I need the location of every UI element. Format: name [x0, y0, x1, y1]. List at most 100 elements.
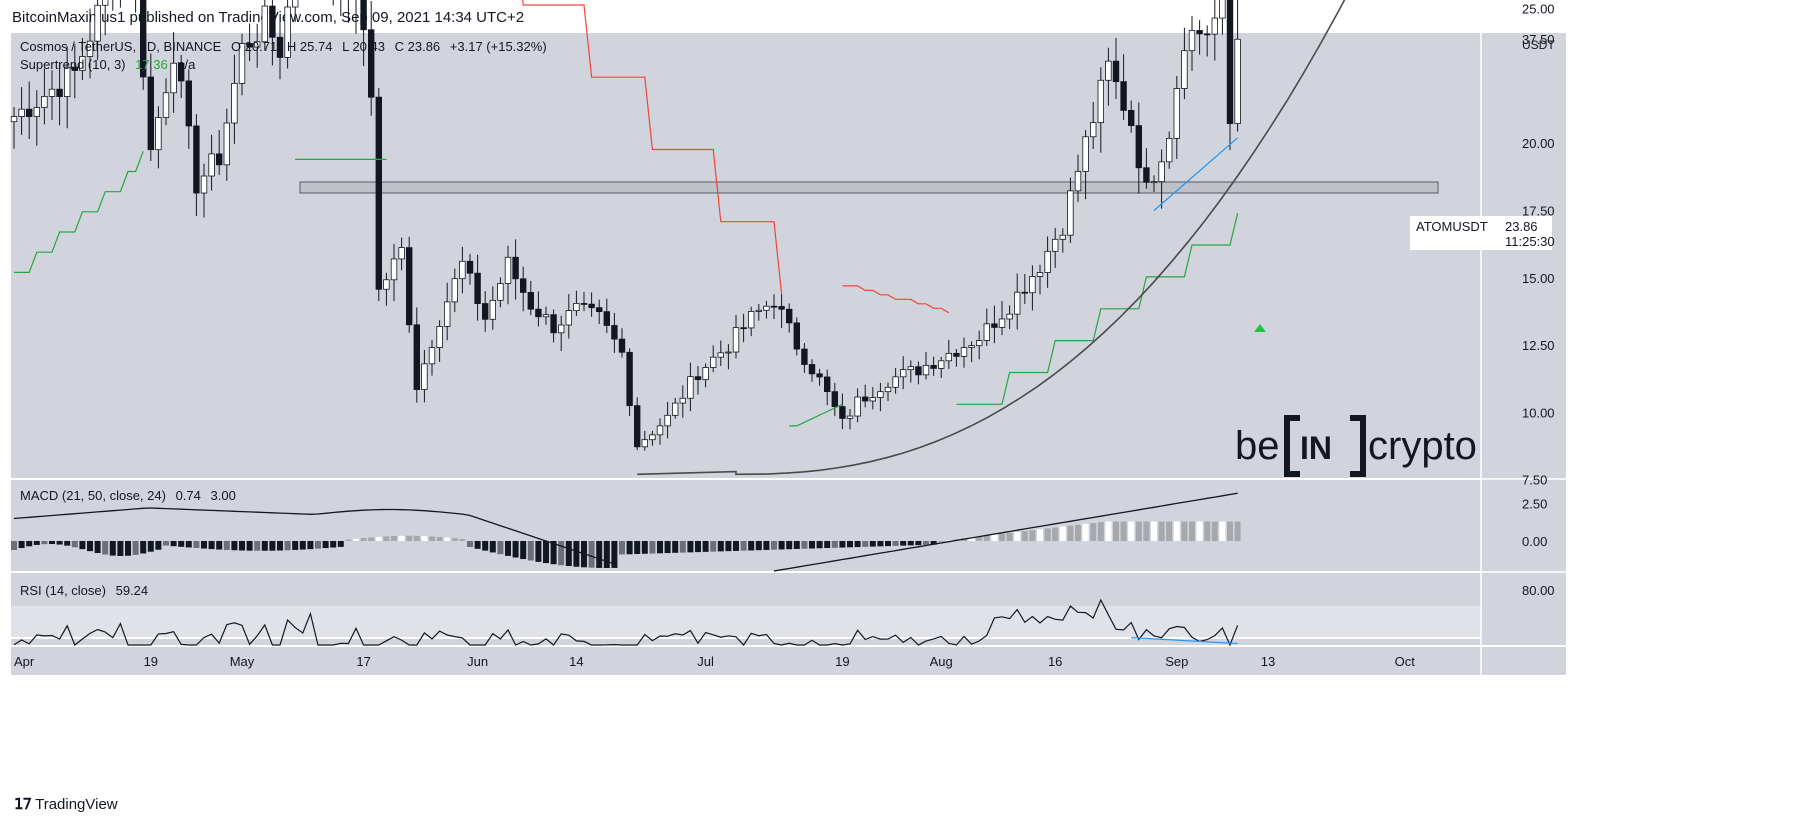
candle	[1021, 291, 1028, 294]
rsi-line[interactable]	[13, 598, 1239, 647]
candle	[565, 310, 572, 326]
supertrend-segment	[14, 151, 144, 273]
footer: 𝟣𝟩 TradingView	[14, 795, 118, 814]
legend-high-label: H	[287, 39, 296, 54]
candle	[436, 325, 443, 349]
macd-histogram-bar	[353, 538, 359, 541]
rsi-value: 59.24	[116, 583, 149, 598]
resistance-zone[interactable]	[299, 181, 1439, 194]
candle	[56, 88, 63, 97]
macd-histogram-bar	[892, 541, 899, 546]
macd-histogram-bar	[1181, 521, 1188, 541]
macd-histogram-bar	[163, 541, 169, 546]
macd-histogram-bar	[398, 535, 405, 541]
candle	[215, 153, 223, 166]
macd-histogram-bar	[1029, 530, 1036, 541]
candle	[976, 340, 983, 347]
macd-histogram-bar	[1006, 532, 1013, 541]
macd-histogram-bar	[368, 537, 375, 541]
price-axis-tick: 20.00	[1522, 136, 1555, 151]
price-axis-bg[interactable]	[1481, 33, 1566, 645]
macd-histogram-bar	[41, 541, 48, 545]
macd-histogram-bar	[1158, 521, 1165, 541]
candle	[155, 117, 162, 151]
macd-histogram-bar	[740, 541, 747, 551]
candle	[94, 4, 101, 42]
macd-line	[13, 507, 615, 565]
ascending-support-line[interactable]	[1153, 137, 1238, 211]
price-axis-tick: 10.00	[1522, 405, 1555, 420]
candle	[618, 338, 626, 353]
candle	[413, 324, 420, 390]
macd-histogram-bar	[930, 541, 937, 545]
price-tag-bg[interactable]	[1410, 216, 1552, 250]
candle	[208, 153, 215, 177]
candle	[900, 369, 907, 378]
macd-histogram-bar	[208, 541, 215, 550]
watermark-in: IN	[1300, 430, 1332, 466]
candle	[1181, 50, 1188, 89]
candles-group	[10, 0, 1241, 451]
candle	[1014, 291, 1021, 315]
macd-histogram-bar	[938, 541, 945, 542]
macd-histogram-bar	[649, 541, 656, 554]
candle	[702, 367, 709, 381]
candle	[489, 299, 496, 320]
macd-histogram-bar	[695, 541, 701, 553]
candle	[428, 347, 436, 365]
legend-low: 20.43	[352, 39, 385, 54]
rsi-divergence-line[interactable]	[1131, 637, 1238, 645]
candle	[793, 322, 800, 350]
macd-histogram-bar	[1097, 522, 1104, 541]
macd-histogram-bar	[429, 536, 435, 541]
time-axis-labels: Apr 19 May 17 Jun 14 Jul 19 Aug 16 Sep 13 Oct	[14, 654, 1415, 669]
candle	[398, 247, 405, 260]
candle	[375, 96, 382, 290]
supertrend-segment	[956, 213, 1239, 405]
candle	[71, 66, 78, 71]
candle	[1150, 181, 1158, 184]
time-axis-bg[interactable]	[11, 647, 1566, 675]
macd-histogram-bar	[1021, 531, 1028, 541]
macd-histogram-bar	[809, 541, 815, 549]
rsi-label: RSI (14, close)	[20, 583, 106, 598]
watermark-crypto: crypto	[1368, 424, 1477, 468]
macd-histogram-bar	[1196, 521, 1203, 541]
macd-histogram-bar	[1014, 532, 1021, 541]
candle	[1158, 161, 1165, 183]
macd-histogram-bar	[1135, 521, 1142, 541]
macd-histogram-bar	[1151, 521, 1157, 541]
candle	[839, 406, 846, 419]
macd-histogram-bar	[254, 541, 261, 551]
parabolic-support-curve[interactable]	[637, 0, 1405, 476]
rsi-band-bg	[11, 606, 1481, 637]
candle	[922, 364, 930, 376]
candle	[656, 425, 664, 436]
macd-histogram-bar	[664, 541, 671, 554]
candle	[10, 116, 18, 123]
macd-histogram-bar	[968, 537, 975, 541]
candle	[596, 307, 603, 313]
macd-histogram-bar	[1075, 524, 1081, 541]
candle	[185, 80, 192, 127]
candle	[846, 415, 854, 419]
macd-label: MACD (21, 50, close, 24)	[20, 488, 166, 503]
candle	[261, 5, 268, 43]
macd-histogram-bar	[535, 541, 542, 562]
candle	[231, 82, 238, 124]
candle	[284, 6, 291, 58]
macd-histogram-bar	[839, 541, 846, 548]
macd-histogram-bar	[185, 541, 192, 548]
macd-histogram-bar	[710, 541, 717, 552]
legend-open-label: O	[231, 39, 241, 54]
macd-histogram-bar	[391, 536, 397, 541]
candle	[200, 175, 208, 194]
supertrend-label: Supertrend (10, 3)	[20, 57, 126, 72]
candle	[1234, 38, 1241, 124]
macd-signal-line	[773, 492, 1238, 572]
price-axis-tick: 15.00	[1522, 271, 1555, 286]
candle	[611, 325, 618, 340]
candle	[481, 303, 489, 320]
macd-histogram-bar	[497, 541, 504, 555]
